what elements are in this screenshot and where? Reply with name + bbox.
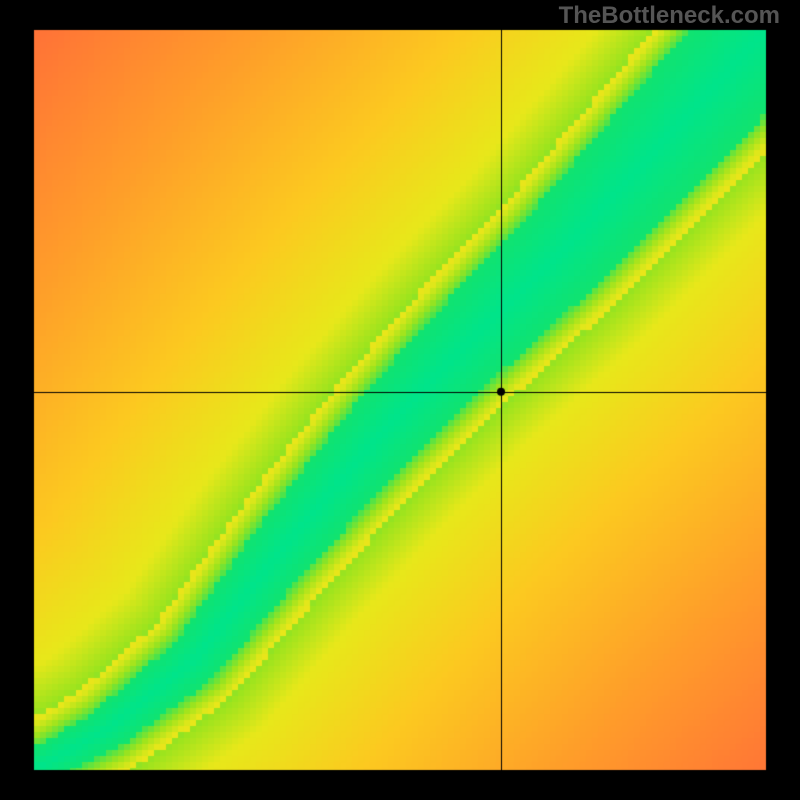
- bottleneck-heatmap: [0, 0, 800, 800]
- watermark-text: TheBottleneck.com: [559, 2, 780, 30]
- chart-container: TheBottleneck.com: [0, 0, 800, 800]
